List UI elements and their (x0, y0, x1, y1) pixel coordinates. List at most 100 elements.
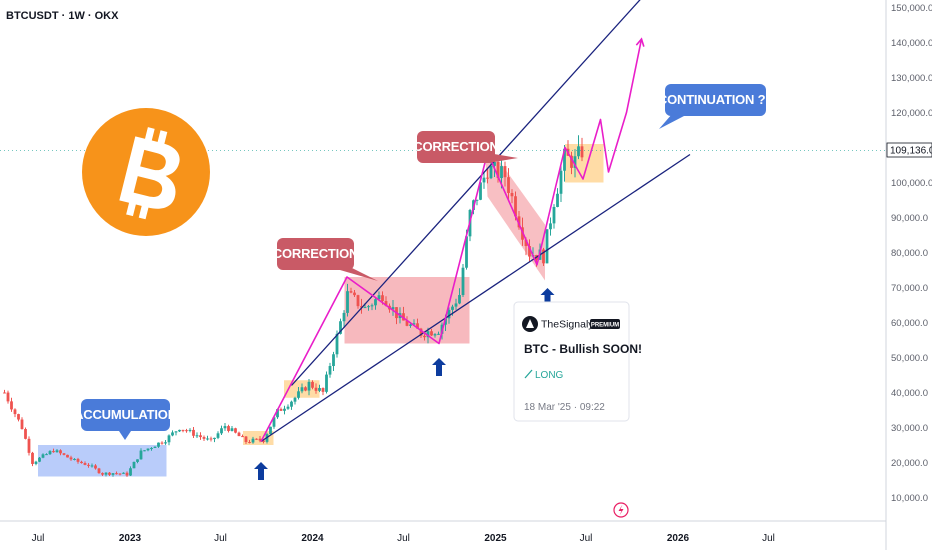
author-avatar-icon (526, 319, 534, 328)
candle-body (125, 472, 129, 476)
candle-body (293, 397, 297, 402)
candle-body (111, 473, 115, 475)
idea-card[interactable]: TheSignalyst PREMIUM BTC - Bullish SOON!… (513, 301, 642, 422)
candle-body (356, 295, 360, 307)
candle-body (223, 426, 227, 429)
candle-body (426, 331, 430, 338)
y-tick-label: 70,000.0 (891, 283, 928, 294)
candle-body (437, 333, 440, 335)
candle-body (447, 309, 451, 319)
candle-body (136, 459, 139, 462)
candle-body (199, 435, 202, 438)
projection-arrowhead (635, 37, 645, 47)
card-author[interactable]: TheSignalyst (541, 319, 602, 331)
candle-body (115, 473, 118, 475)
candle-body (255, 438, 258, 440)
candle-body (150, 448, 153, 450)
candle-body (524, 239, 528, 247)
candle-body (45, 454, 48, 456)
x-tick-label: 2023 (119, 533, 142, 544)
projection-path[interactable] (260, 38, 643, 442)
channel-upper-line[interactable] (291, 0, 653, 386)
candle-body (24, 429, 27, 439)
last-price-tag: 109,136.0 (886, 142, 932, 158)
candle-body (374, 299, 377, 306)
candle-body (563, 148, 566, 171)
candle-body (132, 461, 136, 469)
candle-body (346, 291, 349, 313)
candle-body (496, 162, 500, 179)
price-scale[interactable]: 150,000.0140,000.0130,000.0120,000.0110,… (885, 0, 932, 550)
candle-body (318, 388, 321, 391)
x-tick-label: 2024 (301, 533, 324, 544)
candle-body (349, 291, 353, 293)
candle-body (48, 451, 52, 455)
candle-body (381, 295, 384, 302)
candle-body (409, 324, 412, 326)
candle-body (514, 196, 517, 217)
correction-label-2: CORRECTION (413, 139, 498, 154)
candle-body (62, 453, 66, 455)
channel-lower-line[interactable] (260, 153, 691, 443)
premium-badge (590, 319, 620, 329)
candle-body (279, 409, 283, 411)
bitcoin-logo (82, 108, 210, 236)
candle-body (269, 426, 272, 435)
candle-body (248, 442, 251, 444)
candle-body (52, 451, 55, 453)
candle-body (220, 428, 223, 434)
candle-body (307, 381, 311, 391)
candle-body (433, 334, 437, 336)
candle-body (545, 229, 549, 264)
correction-callout-2: CORRECTION (413, 131, 518, 163)
candle-body (66, 454, 69, 458)
bullish-arrow-icon (540, 288, 555, 306)
candle-body (272, 417, 276, 427)
correction-zone[interactable] (344, 277, 470, 344)
accumulation-zone[interactable] (38, 445, 167, 477)
candle-body (342, 312, 346, 322)
candle-body (283, 408, 286, 411)
candle-body (129, 468, 132, 476)
lightning-icon[interactable] (613, 502, 629, 518)
time-scale[interactable]: Jul 2023 Jul 2024 Jul 2025 Jul 2026 Jul (0, 520, 886, 544)
candle-body (328, 366, 332, 375)
candle-body (321, 388, 325, 392)
candle-body (290, 401, 293, 407)
bullish-arrow-icon (432, 358, 446, 376)
candle-body (332, 354, 335, 367)
candle-body (80, 461, 83, 464)
candle-body (314, 387, 318, 391)
candle-body (465, 236, 468, 268)
candle-body (146, 448, 150, 451)
candle-body (517, 216, 521, 228)
candle-body (237, 432, 241, 437)
candle-body (479, 182, 482, 200)
consolidation-zone[interactable] (243, 431, 274, 445)
candle-body (423, 335, 426, 338)
candle-body (360, 306, 363, 308)
candle-body (17, 414, 20, 420)
candle-body (38, 457, 41, 462)
candle-body (101, 473, 104, 475)
candle-body (300, 387, 304, 392)
candle-body (160, 442, 164, 444)
candle-body (325, 374, 328, 392)
card-title[interactable]: BTC - Bullish SOON! (524, 342, 642, 356)
candle-body (41, 454, 45, 458)
candle-body (286, 406, 290, 409)
x-tick-label: Jul (214, 533, 227, 544)
x-tick-label: Jul (32, 533, 45, 544)
candle-body (377, 295, 381, 300)
candle-body (195, 435, 199, 437)
plot-area[interactable] (0, 0, 886, 520)
candle-body (97, 468, 101, 474)
candle-body (475, 199, 479, 201)
candle-body (510, 192, 514, 197)
candle-body (234, 428, 237, 433)
y-tick-label: 40,000.0 (891, 388, 928, 399)
candle-body (367, 306, 370, 308)
candle-body (55, 450, 59, 453)
candle-body (570, 155, 573, 168)
